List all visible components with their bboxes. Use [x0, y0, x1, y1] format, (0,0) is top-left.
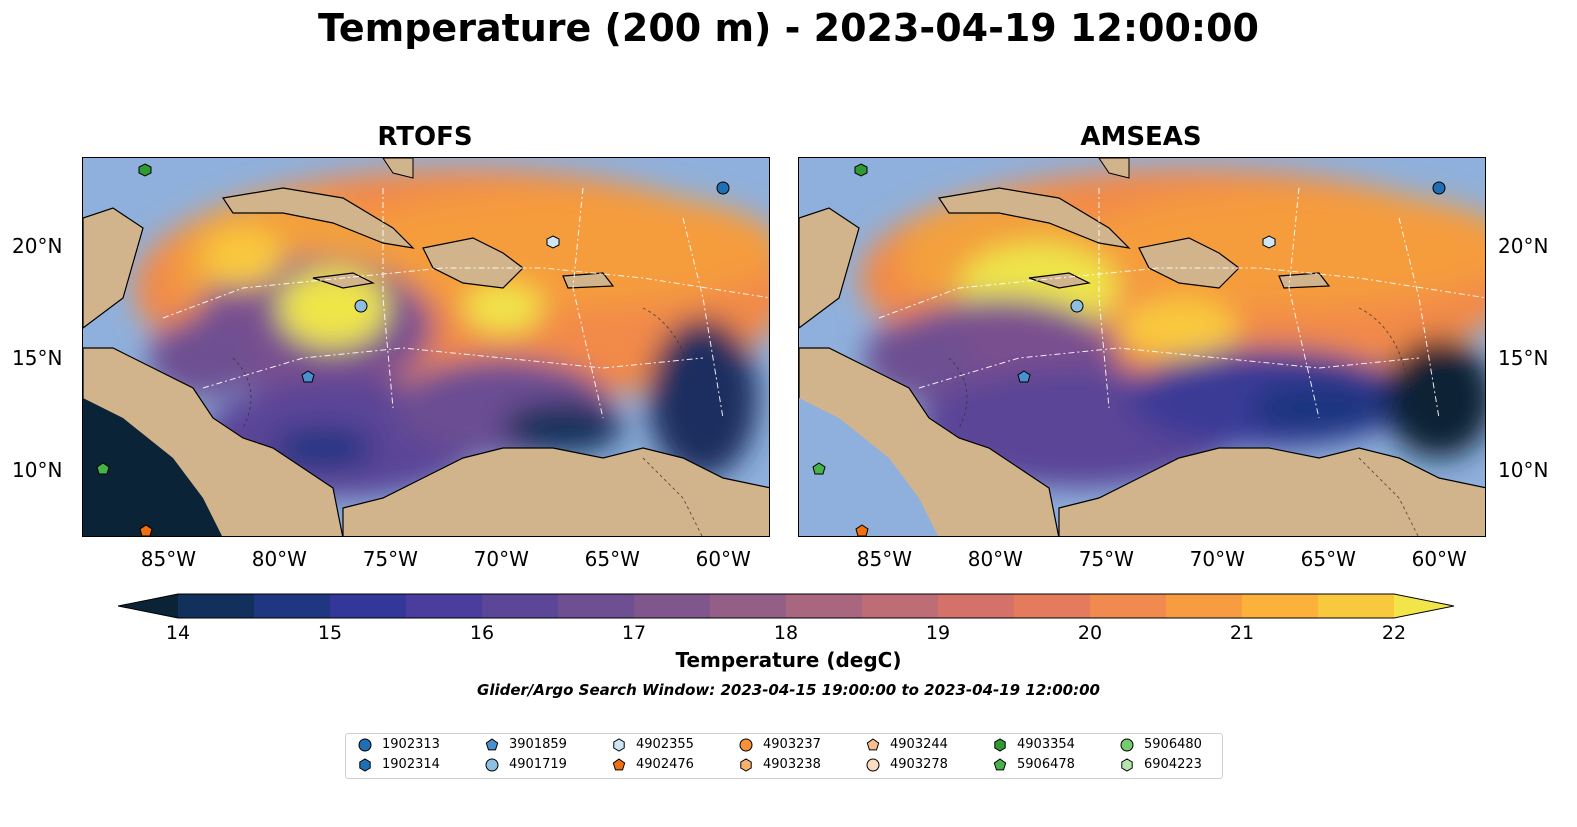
circle-marker-icon [358, 738, 372, 751]
lon-tick-label: 65°W [1300, 547, 1356, 571]
pentagon-marker-icon [612, 757, 626, 770]
legend-item: 4903244 [866, 737, 948, 752]
legend-item: 4903354 [993, 737, 1075, 752]
lon-tick-label: 65°W [584, 547, 640, 571]
colorbar-bin [1242, 594, 1319, 618]
lat-tick-label: 10°N [12, 457, 63, 482]
colorbar-tick-label: 14 [165, 622, 191, 644]
colorbar-tick-label: 15 [317, 622, 343, 644]
colorbar-bin [862, 594, 939, 618]
pentagon-marker-icon [993, 757, 1007, 770]
hexagon-marker-icon [1121, 757, 1133, 772]
legend-item-label: 4902476 [636, 757, 694, 772]
colorbar-bin [1166, 594, 1243, 618]
colorbar-bin [1014, 594, 1091, 618]
lon-tick-label: 70°W [1189, 547, 1245, 571]
lon-tick-label: 75°W [1078, 547, 1134, 571]
colorbar-bin [178, 594, 255, 618]
colorbar-bin [406, 594, 483, 618]
lon-tick-label: 70°W [473, 547, 529, 571]
rtofs-map[interactable] [82, 157, 770, 537]
pentagon-marker-icon [485, 737, 499, 750]
amseas-map[interactable] [798, 157, 1486, 537]
colorbar-bin [1318, 594, 1395, 618]
lat-tick-label: 20°N [12, 234, 63, 259]
hexagon-marker-icon [994, 737, 1006, 752]
hexagon-marker-icon [740, 757, 752, 772]
lon-tick-label: 85°W [140, 547, 196, 571]
legend-item-label: 5906480 [1144, 737, 1202, 752]
lon-tick-label: 80°W [967, 547, 1023, 571]
colorbar-tick-label: 20 [1077, 622, 1103, 644]
colorbar-bin [482, 594, 559, 618]
legend-item-label: 1902314 [382, 757, 440, 772]
colorbar-title: Temperature (degC) [675, 648, 902, 672]
legend-item: 4903278 [866, 757, 948, 772]
hexagon-marker-icon [613, 737, 625, 752]
search-window-text: Glider/Argo Search Window: 2023-04-15 19… [477, 681, 1100, 699]
lon-tick-label: 60°W [1411, 547, 1467, 571]
lon-tick-label: 60°W [695, 547, 751, 571]
hexagon-marker-icon [359, 757, 371, 772]
lon-tick-label: 80°W [251, 547, 307, 571]
lat-tick-label: 20°N [1498, 234, 1549, 259]
colorbar-tick-label: 22 [1381, 622, 1407, 644]
legend-item: 3901859 [485, 737, 567, 752]
legend-item-label: 3901859 [509, 737, 567, 752]
panel-title-rtofs: RTOFS [377, 122, 473, 152]
legend-item-label: 5906478 [1017, 757, 1075, 772]
legend-item: 4902355 [612, 737, 694, 752]
legend-item-label: 4903237 [763, 737, 821, 752]
legend-item: 6904223 [1120, 757, 1202, 772]
colorbar-extend-high [1394, 594, 1454, 618]
circle-marker-icon [866, 758, 880, 771]
legend-item-label: 4903278 [890, 757, 948, 772]
colorbar-tick-label: 16 [469, 622, 495, 644]
legend-item: 5906478 [993, 757, 1075, 772]
colorbar-tick-label: 21 [1229, 622, 1255, 644]
colorbar-bin [254, 594, 331, 618]
legend-item-label: 4902355 [636, 737, 694, 752]
colorbar-bin [330, 594, 407, 618]
lat-tick-label: 15°N [12, 346, 63, 371]
legend-item: 4903238 [739, 757, 821, 772]
legend-item: 4901719 [485, 757, 567, 772]
colorbar-bin [938, 594, 1015, 618]
circle-marker-icon [739, 738, 753, 751]
pentagon-marker-icon [866, 737, 880, 750]
colorbar-tick-label: 19 [925, 622, 951, 644]
legend-item: 4902476 [612, 757, 694, 772]
legend-item-label: 4903354 [1017, 737, 1075, 752]
colorbar-bin [710, 594, 787, 618]
colorbar-bin [558, 594, 635, 618]
legend-item-label: 4901719 [509, 757, 567, 772]
colorbar-extend-low [118, 594, 178, 618]
legend-item: 5906480 [1120, 737, 1202, 752]
legend-item-label: 4903238 [763, 757, 821, 772]
legend-item: 1902313 [358, 737, 440, 752]
colorbar-bin [786, 594, 863, 618]
legend-item: 1902314 [358, 757, 440, 772]
float-legend: 1902313 1902314 3901859 4901719 4902355 49024… [345, 733, 1223, 779]
lon-tick-label: 75°W [362, 547, 418, 571]
lat-tick-label: 10°N [1498, 457, 1549, 482]
colorbar-bin [634, 594, 711, 618]
colorbar-tick-label: 18 [773, 622, 799, 644]
figure-title: Temperature (200 m) - 2023-04-19 12:00:0… [317, 6, 1259, 50]
legend-item: 4903237 [739, 737, 821, 752]
legend-item-label: 4903244 [890, 737, 948, 752]
lat-tick-label: 15°N [1498, 346, 1549, 371]
legend-item-label: 6904223 [1144, 757, 1202, 772]
colorbar-tick-label: 17 [621, 622, 647, 644]
panel-title-amseas: AMSEAS [1080, 122, 1202, 152]
lon-tick-label: 85°W [856, 547, 912, 571]
colorbar-bin [1090, 594, 1167, 618]
circle-marker-icon [1120, 738, 1134, 751]
circle-marker-icon [485, 758, 499, 771]
legend-item-label: 1902313 [382, 737, 440, 752]
colorbar [118, 593, 1454, 619]
